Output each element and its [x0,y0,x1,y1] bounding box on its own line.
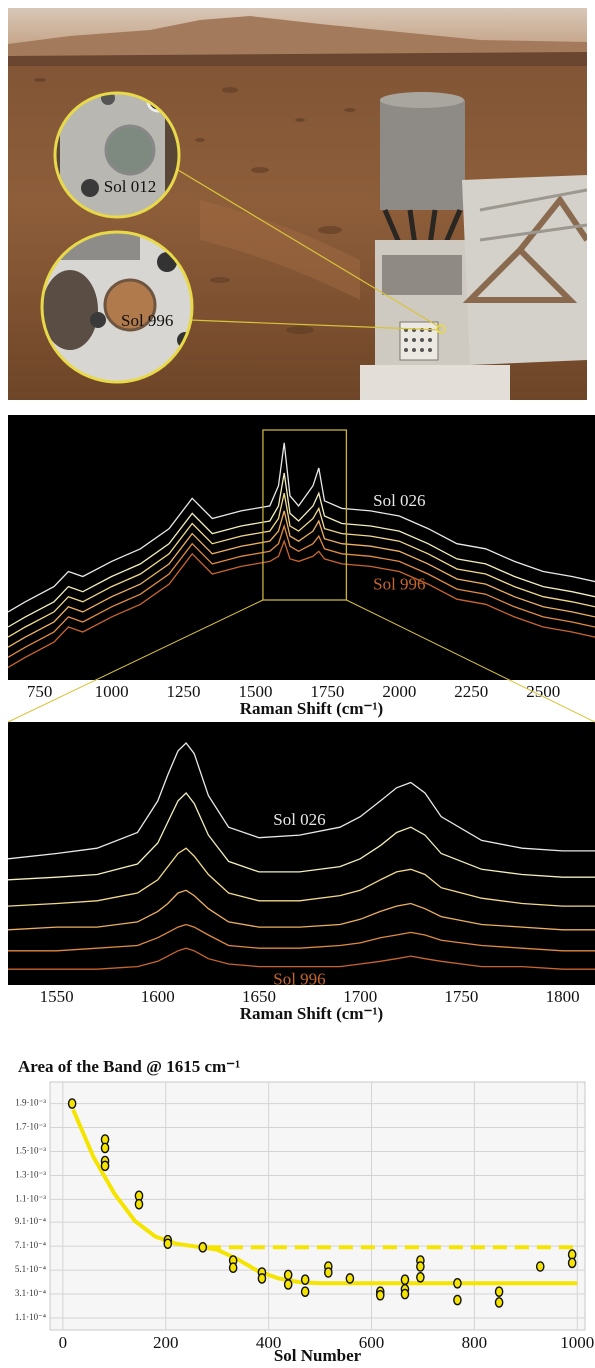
data-point [67,1098,77,1109]
x-tick-label: 1750 [310,682,344,701]
x-tick-label: 0 [59,1333,68,1352]
spectrum-line [7,472,595,628]
x-tick-label: 1800 [546,987,580,1006]
data-point [300,1286,310,1297]
plot-background [49,1081,586,1331]
data-point [300,1274,310,1285]
data-point [494,1286,504,1297]
inset-label: Sol 996 [121,311,173,330]
x-tick-label: 1750 [444,987,478,1006]
data-point [375,1289,385,1301]
x-tick-label: 1250 [167,682,201,701]
x-tick-label: 200 [153,1333,179,1352]
x-tick-label: 1600 [141,987,175,1006]
data-point [453,1277,462,1289]
plot-background [8,415,595,680]
x-tick-label: 1700 [343,987,377,1006]
data-point [257,1273,267,1284]
x-tick-label: 2250 [454,682,488,701]
data-point [345,1273,355,1284]
spectrum-line [8,947,595,970]
plot-background [8,722,595,985]
data-point [283,1279,293,1290]
spectrum-line [7,523,595,658]
y-tick-label: 7.1·10⁻⁴ [15,1240,46,1250]
zoom-connector [346,599,595,723]
data-point [134,1198,144,1210]
spectrum-line [7,847,595,907]
x-tick-label: 1550 [40,987,74,1006]
data-point [198,1242,208,1253]
spectrum-line [7,792,595,881]
zoom-connector [7,599,264,723]
data-point [567,1257,577,1269]
data-point [283,1269,293,1281]
x-axis-label: Raman Shift (cm⁻¹) [240,1004,383,1023]
zoom-box [262,429,348,601]
x-tick-label: 1000 [95,682,129,701]
data-point [100,1160,110,1172]
spectrum-line [8,923,595,952]
data-point [400,1288,410,1300]
series-label: Sol 026 [373,491,425,510]
x-tick-label: 1500 [238,682,272,701]
y-tick-label: 1.1·10⁻⁴ [15,1312,46,1322]
x-tick-label: 800 [462,1333,488,1352]
spectrum-line [7,539,595,668]
x-tick-label: 400 [256,1333,282,1352]
y-tick-label: 9.1·10⁻⁴ [15,1216,46,1226]
chart-title: Area of the Band @ 1615 cm⁻¹ [18,1057,240,1076]
y-tick-label: 1.3·10⁻³ [15,1170,46,1180]
x-axis-label: Raman Shift (cm⁻¹) [240,699,383,718]
data-point [163,1238,173,1250]
x-tick-label: 600 [359,1333,385,1352]
x-tick-label: 2000 [382,682,416,701]
spectrum-line [7,442,595,613]
x-tick-label: 1650 [242,987,276,1006]
spectrum-line [7,510,595,648]
x-axis-label: Sol Number [274,1346,362,1363]
y-tick-label: 1.7·10⁻³ [15,1122,46,1132]
data-point [494,1297,504,1308]
data-point [416,1271,425,1283]
y-tick-label: 1.5·10⁻³ [15,1146,46,1156]
spectrum-line [7,493,595,638]
y-tick-label: 5.1·10⁻⁴ [15,1264,46,1274]
x-tick-label: 1000 [560,1333,594,1352]
data-point [535,1261,545,1272]
data-point [324,1267,333,1278]
spectrum-line [7,889,595,931]
series-label: Sol 996 [373,574,425,593]
x-tick-label: 2500 [526,682,560,701]
series-label: Sol 026 [273,810,325,829]
data-point [400,1274,410,1285]
data-point [228,1262,238,1274]
inset-label: Sol 012 [104,177,156,196]
y-tick-label: 1.1·10⁻³ [15,1193,46,1203]
mars-photo: Sol 012 Sol 996 [8,8,587,400]
spectrum-line [7,742,595,860]
y-tick-label: 3.1·10⁻⁴ [15,1288,46,1298]
data-point [416,1261,425,1272]
data-point [100,1142,110,1154]
x-tick-label: 750 [27,682,53,701]
series-label: Sol 996 [273,969,325,988]
data-point [453,1294,462,1306]
y-tick-label: 1.9·10⁻³ [15,1098,46,1108]
